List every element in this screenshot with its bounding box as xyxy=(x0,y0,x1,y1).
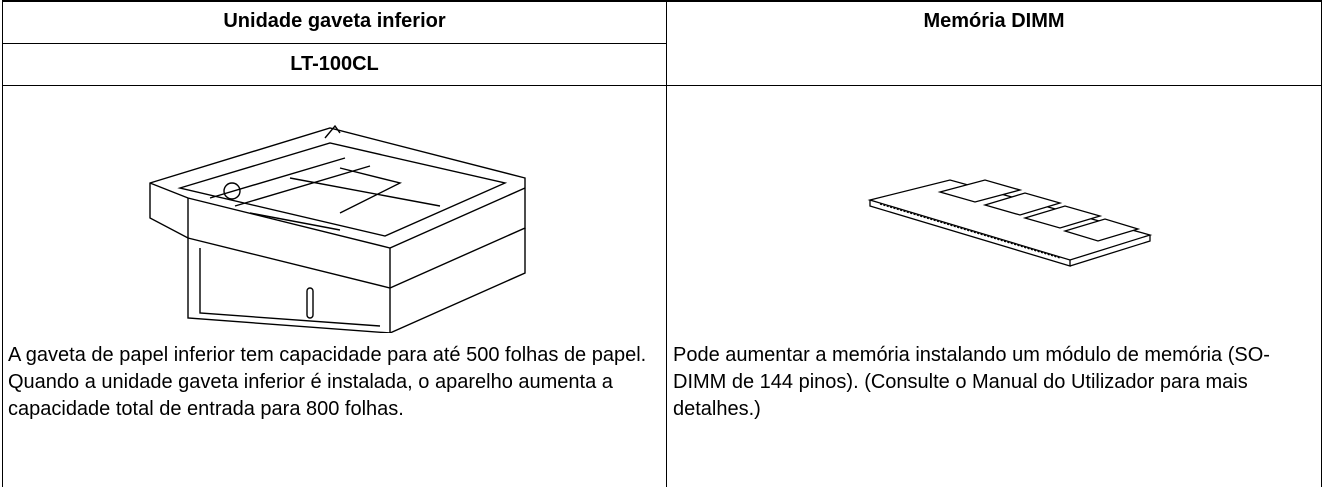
border xyxy=(1321,0,1322,487)
column-header: Memória DIMM xyxy=(923,10,1065,32)
border xyxy=(2,0,1322,2)
border xyxy=(666,0,667,487)
border xyxy=(2,85,1322,86)
model-name: LT-100CL xyxy=(290,53,379,75)
border xyxy=(2,0,3,487)
tray-illustration xyxy=(149,124,526,333)
border xyxy=(2,43,667,44)
description: Pode aumentar a memória instalando um mó… xyxy=(673,344,1270,420)
description: A gaveta de papel inferior tem capacidad… xyxy=(8,344,647,420)
column-header: Unidade gaveta inferior xyxy=(223,10,446,32)
dimm-illustration xyxy=(867,179,1153,267)
